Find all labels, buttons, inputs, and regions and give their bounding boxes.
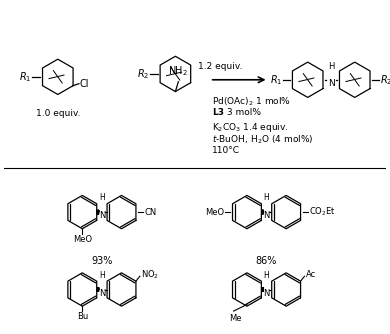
Text: 93%: 93%	[91, 256, 113, 266]
Text: 110°C: 110°C	[212, 146, 240, 155]
Text: Me: Me	[229, 314, 241, 323]
Text: $t$-BuOH, H$_2$O (4 mol%): $t$-BuOH, H$_2$O (4 mol%)	[212, 134, 313, 146]
Text: H: H	[328, 62, 334, 71]
Text: 3 mol%: 3 mol%	[224, 108, 261, 117]
Text: $R_2$: $R_2$	[380, 73, 390, 87]
Text: $R_1$: $R_1$	[19, 70, 31, 84]
Text: MeO: MeO	[73, 234, 92, 243]
Text: H: H	[264, 271, 269, 280]
Text: N: N	[263, 211, 270, 220]
Text: $R_1$: $R_1$	[270, 73, 282, 87]
Text: CN: CN	[144, 207, 156, 216]
Text: $R_2$: $R_2$	[136, 67, 149, 81]
Text: 1.0 equiv.: 1.0 equiv.	[35, 109, 80, 118]
Text: CO$_2$Et: CO$_2$Et	[308, 206, 335, 218]
Text: K$_2$CO$_3$ 1.4 equiv.: K$_2$CO$_3$ 1.4 equiv.	[212, 121, 288, 134]
Text: MeO: MeO	[205, 207, 224, 216]
Text: L3: L3	[212, 108, 223, 117]
Text: Cl: Cl	[80, 79, 89, 89]
Text: NH$_2$: NH$_2$	[168, 64, 188, 78]
Text: N: N	[99, 211, 105, 220]
Text: Ac: Ac	[305, 270, 316, 279]
Text: Bu: Bu	[77, 312, 88, 321]
Text: H: H	[99, 193, 105, 202]
Text: 1.2 equiv.: 1.2 equiv.	[198, 61, 242, 70]
Text: N: N	[328, 79, 335, 88]
Text: H: H	[264, 193, 269, 202]
Text: N: N	[263, 289, 270, 298]
Text: 86%: 86%	[256, 256, 277, 266]
Text: H: H	[99, 271, 105, 280]
Text: N: N	[99, 289, 105, 298]
Text: NO$_2$: NO$_2$	[141, 268, 159, 281]
Text: Pd(OAc)$_2$ 1 mol%: Pd(OAc)$_2$ 1 mol%	[212, 96, 291, 108]
